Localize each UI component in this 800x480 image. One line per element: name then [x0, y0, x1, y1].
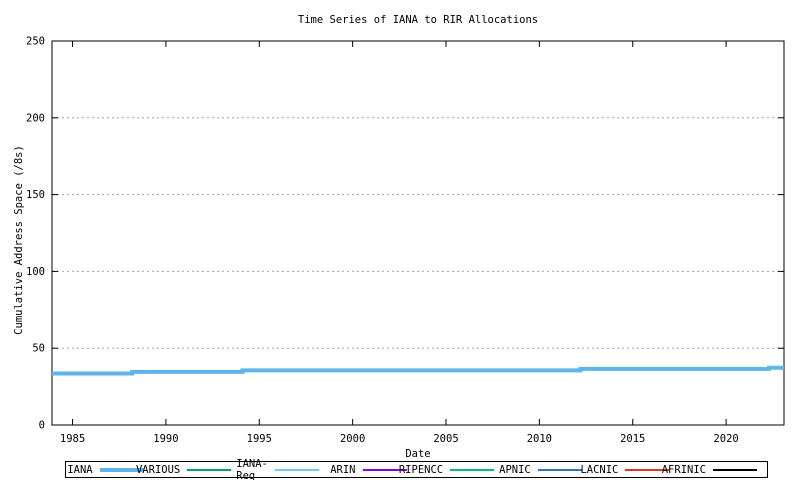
legend-label: LACNIC — [580, 463, 619, 476]
legend-label: AFRINIC — [661, 463, 706, 476]
legend-label: VARIOUS — [135, 463, 181, 476]
legend-swatch-various — [187, 468, 232, 471]
x-tick-label: 2015 — [620, 433, 645, 445]
x-tick-label: 2010 — [527, 433, 552, 445]
legend-label: ARIN — [330, 463, 356, 476]
legend-label: IANA — [67, 463, 93, 476]
legend-swatch-arin — [362, 468, 407, 471]
x-tick-label: 1990 — [153, 433, 178, 445]
y-tick-label: 200 — [26, 112, 45, 124]
legend-swatch-iana — [99, 467, 144, 472]
y-tick-label: 100 — [26, 266, 45, 278]
legend-swatch-ripencc — [450, 468, 495, 471]
x-axis-label: Date — [405, 448, 431, 460]
y-tick-label: 0 — [39, 420, 45, 432]
x-tick-label: 1995 — [247, 433, 272, 445]
legend-swatch-afrinic — [713, 468, 757, 471]
x-tick-label: 2005 — [433, 433, 458, 445]
series-line-iana — [52, 365, 784, 376]
plot-border — [51, 40, 785, 426]
legend-item-afrinic: AFRINIC — [662, 464, 767, 476]
legend-item-various: VARIOUS — [136, 464, 242, 476]
legend-item-iana: IANA — [66, 464, 154, 476]
legend-item-lacnic: LACNIC — [580, 464, 680, 476]
legend-item-iana-reg: IANA-Reg — [236, 458, 329, 480]
legend-label: RIPENCC — [398, 463, 444, 476]
legend-swatch-lacnic — [625, 468, 670, 471]
legend-item-arin: ARIN — [329, 464, 417, 476]
y-tick-label: 250 — [26, 36, 45, 48]
legend-label: IANA-Reg — [236, 457, 268, 480]
x-tick-label: 2000 — [340, 433, 365, 445]
legend-label: APNIC — [499, 463, 531, 476]
x-tick-label: 2020 — [713, 433, 738, 445]
y-tick-label: 150 — [26, 189, 45, 201]
legend-item-apnic: APNIC — [499, 464, 592, 476]
legend-swatch-iana-reg — [274, 468, 319, 471]
chart-title: Time Series of IANA to RIR Allocations — [297, 14, 539, 26]
legend-swatch-apnic — [537, 468, 582, 471]
y-tick-label: 50 — [32, 343, 45, 355]
legend-item-ripencc: RIPENCC — [399, 464, 505, 476]
x-tick-label: 1985 — [60, 433, 85, 445]
legend: IANA VARIOUS IANA-Reg ARIN RIPENCC APNIC LACNI… — [65, 458, 768, 480]
